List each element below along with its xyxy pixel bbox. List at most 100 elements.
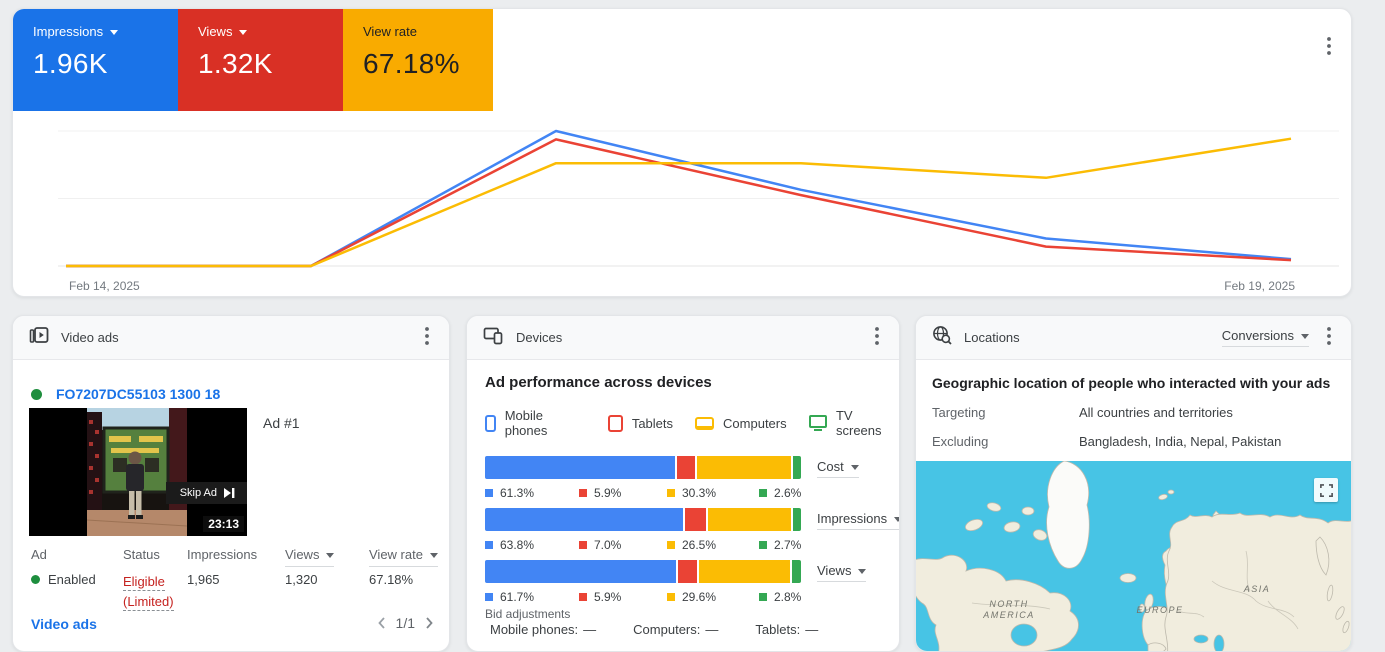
mobile-phone-icon (485, 414, 496, 432)
card-title: Video ads (61, 330, 119, 345)
devices-card-header: Devices (467, 316, 899, 360)
x-axis-end-label: Feb 19, 2025 (1224, 279, 1295, 293)
enabled-status-dot (31, 388, 42, 400)
tv-icon (808, 415, 827, 431)
laptop-icon (695, 416, 715, 430)
bar-metric-dropdown-impressions[interactable]: Impressions (817, 511, 899, 530)
scorecard-value: 1.32K (198, 48, 273, 79)
devices-subtitle: Ad performance across devices (485, 374, 712, 391)
device-stacked-bar (485, 560, 802, 583)
percentage-label: 2.7% (759, 538, 801, 552)
tablet-icon (607, 414, 623, 432)
bar-metric-dropdown-cost[interactable]: Cost (817, 459, 859, 478)
views-cell: 1,320 (285, 572, 318, 587)
bar-metric-dropdown-views[interactable]: Views (817, 563, 867, 582)
locations-card-header: Locations Conversions (916, 316, 1351, 360)
performance-line-chart (58, 129, 1339, 268)
chevron-down-icon (894, 517, 899, 522)
bar-segment-mobile-phones (485, 508, 683, 531)
devices-menu-kebab-icon[interactable] (871, 323, 883, 352)
percentage-label: 26.5% (667, 538, 759, 552)
pagination: 1/1 (376, 615, 435, 631)
next-page-chevron-icon[interactable] (423, 616, 435, 630)
video-duration-badge: 23:13 (203, 516, 244, 532)
targeting-value: All countries and territories (1079, 405, 1233, 420)
column-header-view-rate[interactable]: View rate (369, 547, 438, 567)
device-legend: Mobile phones Tablets Computers TV scree… (485, 408, 899, 438)
map-fullscreen-icon[interactable] (1314, 478, 1338, 502)
video-ads-card: Video ads FO7207DC55103 1300 18 (12, 315, 450, 652)
legend-square-icon (579, 489, 587, 497)
card-title: Devices (516, 330, 563, 345)
trend-line-view-rate- (66, 137, 1292, 268)
legend-item-tv-screens: TV screens (808, 408, 899, 438)
page-indicator: 1/1 (395, 615, 415, 631)
locations-menu-kebab-icon[interactable] (1323, 323, 1335, 352)
overview-menu-kebab-icon[interactable] (1323, 33, 1335, 62)
legend-square-icon (667, 541, 675, 549)
column-header-ad: Ad (31, 547, 47, 562)
conversions-metric-dropdown[interactable]: Conversions (1221, 328, 1309, 347)
device-stacked-bar (485, 456, 802, 479)
percentage-label: 61.3% (485, 486, 579, 500)
targeting-label: Targeting (932, 405, 986, 420)
map-label-europe: EUROPE (1136, 605, 1183, 615)
scorecard-impressions[interactable]: Impressions 1.96K (13, 9, 178, 111)
legend-square-icon (579, 541, 587, 549)
bar-segment-tv-screens (792, 508, 801, 531)
legend-square-icon (579, 593, 587, 601)
scorecard-value: 67.18% (363, 48, 460, 79)
device-bar-row-views: 61.7% 5.9% 29.6% 2.8% Views (485, 560, 885, 604)
hudson-bay (1010, 623, 1038, 647)
device-bar-row-impressions: 63.8% 7.0% 26.5% 2.7% Impressions (485, 508, 899, 552)
percentage-label: 2.6% (759, 486, 801, 500)
ad-number-label: Ad #1 (263, 415, 300, 431)
skip-ad-label: Skip Ad (179, 487, 217, 499)
chevron-down-icon (1301, 334, 1309, 339)
percentage-label: 63.8% (485, 538, 579, 552)
status-cell[interactable]: Eligible (Limited) (123, 574, 174, 612)
enabled-status-dot (31, 575, 40, 584)
video-thumbnail-scene (29, 408, 247, 536)
chevron-down-icon (239, 30, 248, 35)
legend-square-icon (485, 541, 493, 549)
bar-percentage-labels: 61.3% 5.9% 30.3% 2.6% (485, 486, 801, 500)
scorecard-views[interactable]: Views 1.32K (178, 9, 343, 111)
ad-state-cell: Enabled (31, 572, 96, 587)
column-header-views[interactable]: Views (285, 547, 335, 567)
legend-item-mobile-phones: Mobile phones (485, 408, 586, 438)
bar-percentage-labels: 63.8% 7.0% 26.5% 2.7% (485, 538, 801, 552)
scorecard-label: Views (198, 24, 233, 39)
devices-card: Devices Ad performance across devices Mo… (466, 315, 900, 652)
chevron-down-icon (858, 569, 867, 574)
device-bar-row-cost: 61.3% 5.9% 30.3% 2.6% Cost (485, 456, 885, 500)
previous-page-chevron-icon[interactable] (376, 616, 388, 630)
asia-landmass (1164, 512, 1351, 651)
legend-square-icon (759, 541, 767, 549)
scorecard-value: 1.96K (33, 48, 108, 79)
devices-icon (483, 325, 504, 350)
chevron-down-icon (850, 465, 859, 470)
scorecard-label: Impressions (33, 24, 104, 39)
scorecard-view-rate[interactable]: View rate 67.18% (343, 9, 493, 111)
skip-ad-button[interactable]: Skip Ad (165, 482, 247, 504)
scorecard-label: View rate (363, 24, 417, 39)
bar-segment-computers (708, 508, 791, 531)
percentage-label: 5.9% (579, 486, 667, 500)
trend-line-views (66, 138, 1292, 268)
bar-segment-tv-screens (792, 456, 802, 479)
percentage-label: 5.9% (579, 590, 667, 604)
svg-text:AMERICA: AMERICA (982, 610, 1035, 620)
video-ads-menu-kebab-icon[interactable] (421, 323, 433, 352)
world-map[interactable]: NORTH AMERICA EUROPE ASIA (916, 460, 1351, 651)
device-usage-bars: 61.3% 5.9% 30.3% 2.6% Cost 63.8% 7.0% 26.5% 2.7%… (485, 456, 899, 612)
locations-globe-icon (932, 325, 952, 350)
video-thumbnail[interactable]: Skip Ad 23:13 (29, 408, 247, 536)
ad-group-link[interactable]: FO7207DC55103 1300 18 (56, 386, 221, 402)
bar-segment-mobile-phones (485, 456, 675, 479)
video-ads-footer-link[interactable]: Video ads (31, 616, 97, 632)
bid-adjustments-row: Mobile phones: — Computers: — Tablets: — (485, 622, 818, 637)
x-axis-start-label: Feb 14, 2025 (69, 279, 140, 293)
bar-segment-mobile-phones (485, 560, 677, 583)
chevron-down-icon (110, 30, 119, 35)
